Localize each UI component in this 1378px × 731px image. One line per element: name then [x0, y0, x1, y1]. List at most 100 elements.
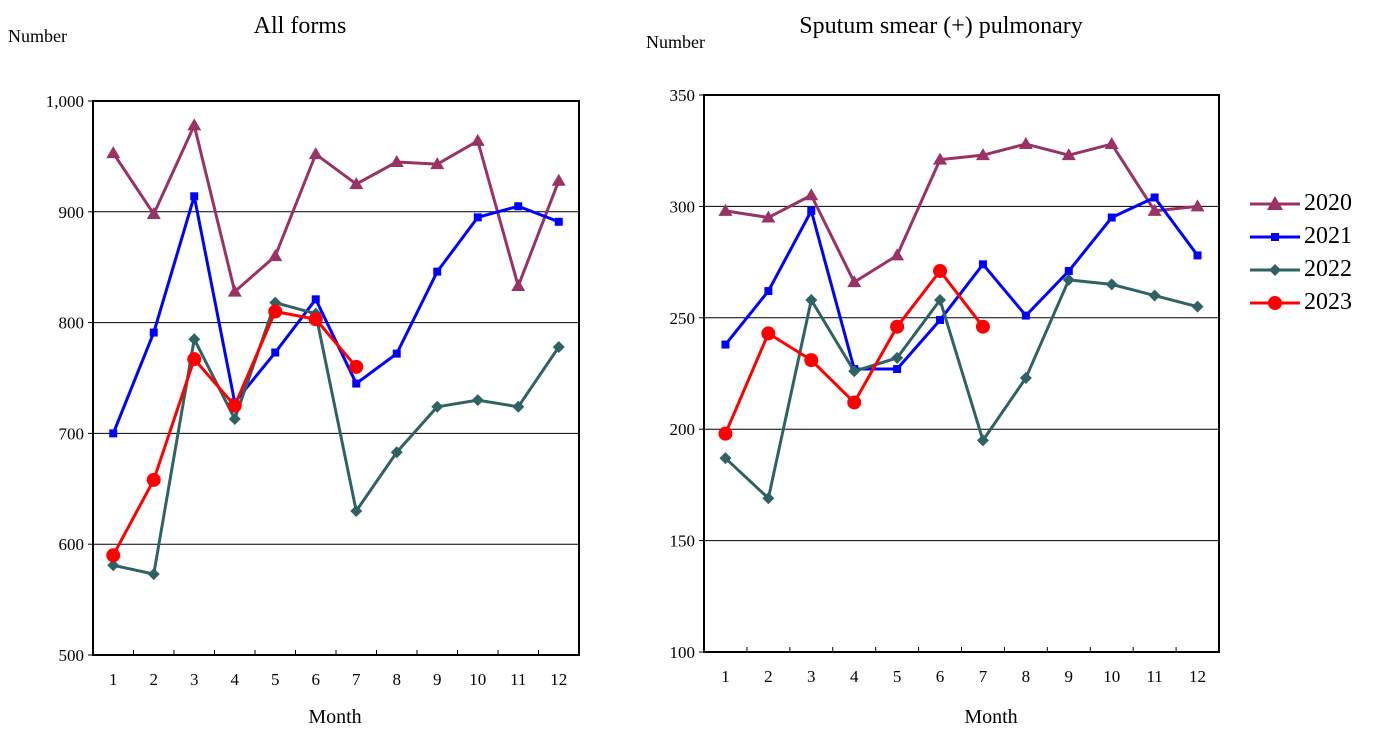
- data-point: [934, 293, 947, 306]
- series-2023: [106, 304, 364, 563]
- data-point: [470, 133, 485, 146]
- data-point: [392, 349, 401, 358]
- x-tick-label: 9: [433, 670, 442, 689]
- series-line: [724, 195, 1199, 371]
- data-point: [978, 260, 987, 269]
- y-tick-label: 800: [59, 314, 85, 333]
- data-point: [147, 568, 160, 581]
- x-tick-label: 5: [893, 667, 902, 686]
- data-point: [933, 152, 948, 165]
- series-2021: [721, 193, 1202, 374]
- data-point: [350, 504, 363, 517]
- data-point: [1147, 203, 1162, 216]
- series-2022: [719, 273, 1204, 505]
- data-point: [352, 379, 361, 388]
- data-point: [761, 210, 776, 223]
- x-tick-label: 12: [1189, 667, 1206, 686]
- data-point: [149, 328, 158, 337]
- x-tick-label: 1: [721, 667, 730, 686]
- data-point: [847, 275, 862, 288]
- y-tick-label: 100: [670, 643, 696, 662]
- data-point: [890, 319, 905, 334]
- data-point: [933, 264, 948, 279]
- y-tick-label: 600: [59, 535, 85, 554]
- data-point: [1061, 148, 1076, 161]
- data-point: [552, 340, 565, 353]
- chart-sputum-smear: Sputum smear (+) pulmonary Number Month …: [646, 13, 1220, 728]
- x-tick-label: 6: [312, 670, 321, 689]
- data-point: [847, 395, 862, 410]
- data-point: [389, 154, 404, 167]
- data-point: [349, 177, 364, 190]
- data-point: [473, 213, 482, 222]
- legend-swatch: [1250, 296, 1300, 310]
- data-point: [268, 249, 283, 262]
- data-point: [188, 333, 201, 346]
- x-tick-label: 4: [850, 667, 859, 686]
- x-tick-label: 8: [393, 670, 402, 689]
- data-point: [807, 206, 816, 215]
- data-point: [106, 548, 121, 563]
- data-point: [1062, 273, 1075, 286]
- x-tick-label: 11: [1146, 667, 1162, 686]
- x-tick-label: 7: [979, 667, 988, 686]
- legend-label: 2023: [1304, 289, 1352, 315]
- data-point: [719, 452, 732, 465]
- data-point: [1148, 289, 1161, 302]
- data-point: [107, 559, 120, 572]
- data-point: [227, 284, 242, 297]
- data-point: [718, 426, 733, 441]
- legend-swatch: [1250, 233, 1300, 241]
- data-point: [1021, 311, 1030, 320]
- x-tick-label: 7: [352, 670, 361, 689]
- legend-swatch: [1250, 196, 1300, 210]
- y-axis-label: Number: [646, 32, 705, 52]
- data-point: [514, 202, 523, 211]
- y-tick-label: 500: [59, 646, 85, 665]
- series-line: [724, 278, 1198, 500]
- y-tick-label: 250: [670, 309, 696, 328]
- data-point: [551, 173, 566, 186]
- data-point: [936, 316, 945, 325]
- data-point: [718, 203, 733, 216]
- data-point: [308, 147, 323, 160]
- data-point: [762, 492, 775, 505]
- x-tick-label: 6: [936, 667, 945, 686]
- data-point: [268, 304, 283, 319]
- data-point: [187, 118, 202, 131]
- data-point: [271, 348, 280, 357]
- series-2021: [109, 192, 563, 438]
- data-point: [390, 446, 403, 459]
- series-2023: [718, 264, 990, 441]
- data-point: [804, 188, 819, 201]
- legend-label: 2021: [1304, 223, 1352, 249]
- data-point: [721, 340, 730, 349]
- data-point: [511, 279, 526, 292]
- data-point: [471, 394, 484, 407]
- y-axis-label: Number: [8, 26, 67, 46]
- x-tick-label: 10: [1103, 667, 1120, 686]
- chart-all-forms: All forms Number Month 500 600 700 800 900 1,…: [8, 13, 580, 728]
- data-point: [1107, 213, 1116, 222]
- legend-label: 2020: [1304, 190, 1352, 216]
- data-point: [349, 359, 364, 374]
- data-point: [1018, 137, 1033, 150]
- x-tick-label: 3: [190, 670, 199, 689]
- x-tick-label: 8: [1022, 667, 1031, 686]
- data-point: [975, 319, 990, 334]
- data-point: [804, 353, 819, 368]
- data-point: [228, 412, 241, 425]
- data-point: [433, 267, 442, 276]
- series-2020: [106, 118, 566, 297]
- data-point: [761, 326, 776, 341]
- data-point: [146, 207, 161, 220]
- chart-title: Sputum smear (+) pulmonary: [799, 13, 1083, 39]
- data-point: [554, 217, 563, 226]
- data-point: [890, 248, 905, 261]
- data-point: [512, 400, 525, 413]
- y-tick-label: 900: [59, 203, 85, 222]
- x-tick-label: 2: [150, 670, 159, 689]
- y-tick-label: 700: [59, 424, 85, 443]
- x-tick-label: 2: [764, 667, 773, 686]
- data-point: [1191, 300, 1204, 313]
